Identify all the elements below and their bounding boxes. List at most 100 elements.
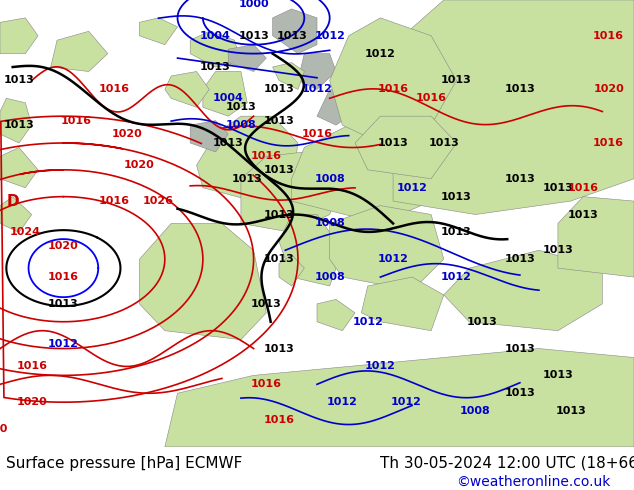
Polygon shape <box>241 152 342 232</box>
Text: 1013: 1013 <box>238 31 269 41</box>
Text: 1013: 1013 <box>213 138 243 148</box>
Polygon shape <box>317 299 355 331</box>
Text: 1008: 1008 <box>460 406 491 416</box>
Polygon shape <box>190 31 241 67</box>
Polygon shape <box>139 18 178 45</box>
Polygon shape <box>203 72 247 116</box>
Text: 1012: 1012 <box>302 84 332 95</box>
Text: 1020: 1020 <box>16 397 47 407</box>
Text: 1012: 1012 <box>365 362 396 371</box>
Text: 1012: 1012 <box>391 397 421 407</box>
Polygon shape <box>292 125 444 223</box>
Text: 1013: 1013 <box>429 138 459 148</box>
Text: ©weatheronline.co.uk: ©weatheronline.co.uk <box>456 475 611 489</box>
Text: 1013: 1013 <box>543 370 573 380</box>
Text: 1012: 1012 <box>314 31 345 41</box>
Polygon shape <box>197 116 298 201</box>
Text: 1024: 1024 <box>10 227 41 237</box>
Text: Th 30-05-2024 12:00 UTC (18+66): Th 30-05-2024 12:00 UTC (18+66) <box>380 456 634 471</box>
Text: D: D <box>6 194 19 209</box>
Polygon shape <box>51 31 108 72</box>
Text: 1013: 1013 <box>543 245 573 255</box>
Polygon shape <box>0 18 38 53</box>
Text: 1020: 1020 <box>124 160 155 171</box>
Polygon shape <box>444 250 602 331</box>
Text: 1013: 1013 <box>505 254 535 264</box>
Text: 1013: 1013 <box>251 299 281 309</box>
Text: 1012: 1012 <box>441 272 472 282</box>
Text: 1013: 1013 <box>200 62 231 72</box>
Text: 1013: 1013 <box>264 210 294 220</box>
Polygon shape <box>165 348 634 447</box>
Text: 1013: 1013 <box>505 343 535 354</box>
Polygon shape <box>165 72 209 107</box>
Text: 1016: 1016 <box>593 138 624 148</box>
Text: 1012: 1012 <box>397 183 427 193</box>
Text: 1013: 1013 <box>4 75 34 85</box>
Text: 1016: 1016 <box>378 84 408 95</box>
Text: 1013: 1013 <box>505 174 535 184</box>
Text: 1020: 1020 <box>48 241 79 251</box>
Polygon shape <box>317 89 355 125</box>
Text: 1008: 1008 <box>226 120 256 130</box>
Polygon shape <box>558 196 634 277</box>
Text: 1013: 1013 <box>264 254 294 264</box>
Text: 1016: 1016 <box>48 272 79 282</box>
Text: 1016: 1016 <box>264 415 294 425</box>
Text: 1012: 1012 <box>48 339 79 349</box>
Polygon shape <box>361 277 444 331</box>
Text: 1000: 1000 <box>238 0 269 9</box>
Text: 1013: 1013 <box>441 192 472 201</box>
Polygon shape <box>355 116 456 179</box>
Text: 1013: 1013 <box>48 299 79 309</box>
Polygon shape <box>273 9 317 53</box>
Polygon shape <box>0 147 38 188</box>
Text: 1016: 1016 <box>99 196 129 206</box>
Text: 1016: 1016 <box>416 93 446 103</box>
Text: 1012: 1012 <box>378 254 408 264</box>
Polygon shape <box>0 196 32 232</box>
Text: 1013: 1013 <box>264 84 294 95</box>
Text: 1013: 1013 <box>226 102 256 112</box>
Text: 1013: 1013 <box>276 31 307 41</box>
Polygon shape <box>279 215 342 286</box>
Text: 1008: 1008 <box>314 174 345 184</box>
Text: 1016: 1016 <box>16 362 47 371</box>
Text: 1013: 1013 <box>378 138 408 148</box>
Text: 1013: 1013 <box>4 120 34 130</box>
Text: 1016: 1016 <box>568 183 598 193</box>
Text: 1013: 1013 <box>441 227 472 237</box>
Polygon shape <box>330 18 456 143</box>
Text: 1013: 1013 <box>264 116 294 125</box>
Polygon shape <box>380 0 634 215</box>
Text: 1020: 1020 <box>593 84 624 95</box>
Text: 20: 20 <box>0 424 8 434</box>
Polygon shape <box>273 63 304 89</box>
Text: 1020: 1020 <box>112 129 142 139</box>
Polygon shape <box>298 53 336 89</box>
Polygon shape <box>139 223 266 340</box>
Text: 1016: 1016 <box>61 116 91 125</box>
Text: 1004: 1004 <box>200 31 231 41</box>
Text: 1013: 1013 <box>232 174 262 184</box>
Text: 1012: 1012 <box>365 49 396 59</box>
Text: 1013: 1013 <box>264 343 294 354</box>
Text: 1013: 1013 <box>505 388 535 398</box>
Text: 1016: 1016 <box>251 379 281 390</box>
Text: 1016: 1016 <box>99 84 129 95</box>
Text: 1013: 1013 <box>467 317 497 327</box>
Text: 1016: 1016 <box>302 129 332 139</box>
Text: Surface pressure [hPa] ECMWF: Surface pressure [hPa] ECMWF <box>6 456 243 471</box>
Text: 1013: 1013 <box>505 84 535 95</box>
Text: 1026: 1026 <box>143 196 174 206</box>
Polygon shape <box>0 98 32 143</box>
Polygon shape <box>190 121 228 152</box>
Text: 1008: 1008 <box>314 272 345 282</box>
Polygon shape <box>279 255 304 286</box>
Text: 1013: 1013 <box>543 183 573 193</box>
Text: 1012: 1012 <box>353 317 383 327</box>
Text: 1013: 1013 <box>264 165 294 175</box>
Polygon shape <box>228 45 266 72</box>
Text: 1016: 1016 <box>593 31 624 41</box>
Text: 1013: 1013 <box>555 406 586 416</box>
